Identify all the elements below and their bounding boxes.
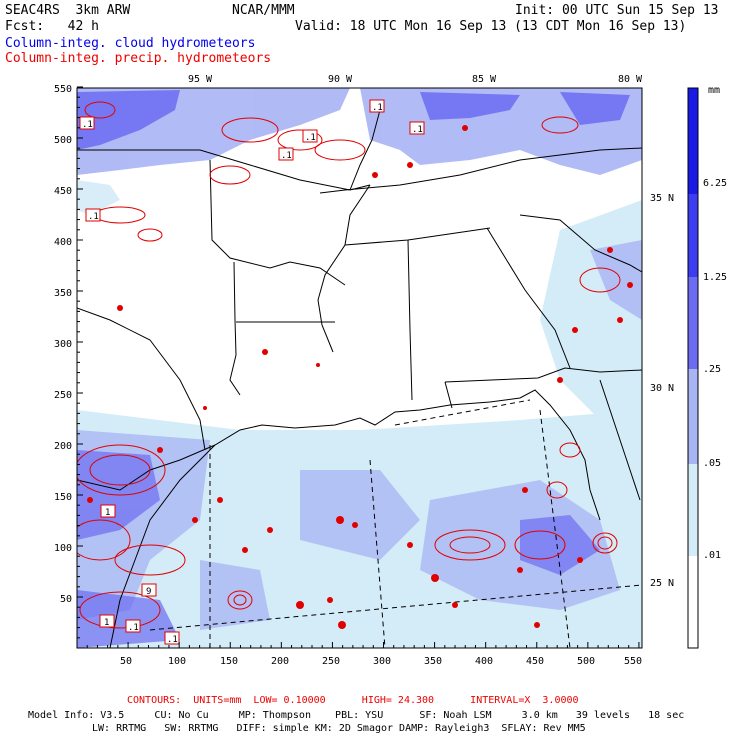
x-tick-label: 200 [271,656,290,667]
axis-ticks [77,86,640,648]
lon-label: 80 W [618,74,643,85]
lon-label: 95 W [188,74,213,85]
x-tick-label: 400 [475,656,494,667]
y-tick-label: 200 [54,441,73,452]
x-tick-label: 150 [220,656,239,667]
contour-label: .1 [128,623,139,633]
valid-time: Valid: 18 UTC Mon 16 Sep 13 (13 CDT Mon … [295,19,687,34]
contour-label: .1 [82,120,93,130]
x-tick-label: 350 [424,656,443,667]
map-frame [76,87,643,649]
y-tick-label: 250 [54,390,73,401]
model-title: SEAC4RS 3km ARW [5,3,131,18]
colorbar-swatch [688,369,698,464]
contour-label: .1 [281,151,292,161]
x-tick-label: 550 [624,656,643,667]
y-tick-label: 500 [54,135,73,146]
y-tick-label: 100 [54,543,73,554]
x-tick-label: 300 [373,656,392,667]
x-tick-label: 250 [322,656,341,667]
cloud-shading-dark [77,90,630,150]
colorbar-swatch [688,464,698,556]
colorbar-label: 6.25 [703,178,728,189]
field-precip-label: Column-integ. precip. hydrometeors [5,51,272,66]
contour-label: .1 [305,133,316,143]
lat-label: 35 N [650,193,675,204]
lat-label: 25 N [650,578,675,589]
contour-label: .1 [167,635,178,645]
y-tick-label: 150 [54,492,73,503]
contour-info: CONTOURS: UNITS=mm LOW= 0.10000 HIGH= 24… [127,695,579,706]
colorbar [687,87,699,649]
contour-label: 1 [104,618,109,628]
x-tick-label: 500 [577,656,596,667]
field-cloud-label: Column-integ. cloud hydrometeors [5,36,256,51]
y-tick-label: 300 [54,339,73,350]
model-info-line2: LW: RRTMG SW: RRTMG DIFF: simple KM: 2D … [92,723,586,734]
colorbar-swatch [688,194,698,277]
model-info-line1: Model Info: V3.5 CU: No Cu MP: Thompson … [28,710,685,721]
colorbar-unit: mm [708,85,721,96]
contour-label: .1 [88,212,99,222]
contour-label-boxes [79,99,425,645]
y-tick-label: 50 [60,594,73,605]
contour-label: .1 [412,125,423,135]
org-title: NCAR/MMM [232,3,295,18]
contour-label: 9 [146,587,151,597]
precip-cells [87,125,633,629]
dashed-boundaries [149,399,642,648]
y-tick-label: 450 [54,186,73,197]
colorbar-swatch [688,556,698,648]
colorbar-label: .25 [703,364,722,375]
political-boundaries [77,109,642,648]
colorbar-swatch [688,88,698,194]
colorbar-label: .05 [703,458,722,469]
lat-label: 30 N [650,383,675,394]
y-tick-label: 350 [54,288,73,299]
x-tick-label: 50 [120,656,133,667]
forecast-hour: Fcst: 42 h [5,19,99,34]
colorbar-swatch [688,277,698,369]
contour-label-text: .1 .1 .1 .1 .1 .1 1 9 1 .1 .1 [82,103,423,645]
x-tick-label: 100 [168,656,187,667]
y-tick-label: 400 [54,237,73,248]
lon-label: 85 W [472,74,497,85]
colorbar-label: .01 [703,550,722,561]
init-time: Init: 00 UTC Sun 15 Sep 13 [515,3,719,18]
lon-label: 90 W [328,74,353,85]
x-tick-label: 450 [526,656,545,667]
colorbar-label: 1.25 [703,272,728,283]
contour-label: 1 [105,508,110,518]
contour-label: .1 [372,103,383,113]
y-tick-label: 550 [54,84,73,95]
